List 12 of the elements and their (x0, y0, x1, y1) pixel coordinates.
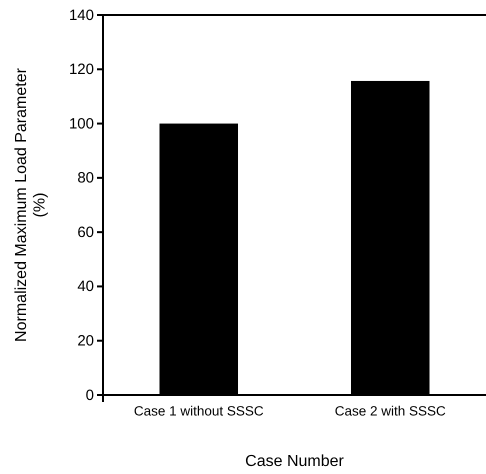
y-tick-label: 80 (77, 170, 94, 187)
y-tick-label: 100 (68, 115, 94, 132)
y-tick-label: 0 (86, 386, 94, 404)
y-tick-label: 60 (77, 224, 94, 241)
x-tick-label: Case 2 with SSSC (334, 404, 446, 419)
y-axis-title: Normalized Maximum Load Parameter (%) (13, 67, 48, 342)
y-tick-label: 120 (68, 61, 94, 78)
y-tick-label: 40 (77, 278, 94, 296)
y-tick-label: 20 (77, 332, 94, 350)
y-tick-label: 140 (68, 6, 94, 24)
x-tick-label: Case 1 without SSSC (134, 404, 264, 419)
x-axis-title: Case Number (245, 453, 345, 470)
